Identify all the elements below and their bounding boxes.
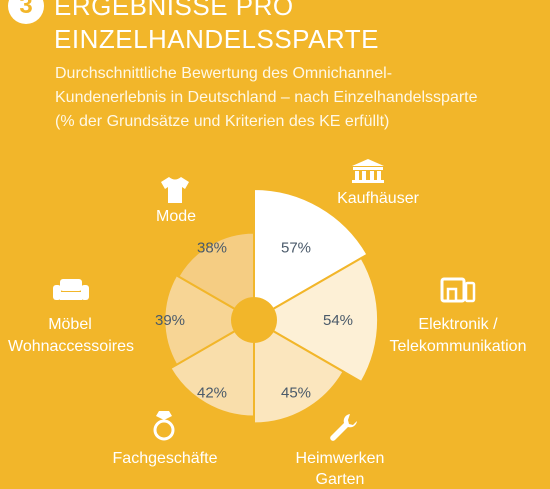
segment-4 — [163, 273, 237, 367]
building-icon — [352, 159, 384, 183]
label-elektronik-line2: Telekommunikation — [389, 338, 527, 355]
devices-icon — [440, 277, 476, 303]
subtitle-line1: Durchschnittliche Bewertung des Omnichan… — [55, 65, 393, 82]
ring-icon — [153, 411, 175, 441]
subtitle-line3: (% der Grundsätze und Kriterien des KE e… — [55, 113, 390, 130]
page-title-line1: ERGEBNISSE PRO — [54, 0, 294, 21]
segment-5 — [177, 231, 255, 311]
label-kaufhaeuser: Kaufhäuser — [337, 190, 419, 207]
label-moebel-line2: Wohnaccessoires — [8, 338, 134, 355]
wrench-icon — [330, 414, 357, 441]
label-heimwerken-line1: Heimwerken — [295, 450, 385, 467]
label-heimwerken-line2: Garten — [315, 471, 365, 488]
donut-hole — [232, 298, 276, 342]
value-label-1: 54% — [323, 312, 353, 329]
page-title-line2: EINZELHANDELSSPARTE — [54, 24, 379, 54]
sofa-icon — [53, 279, 89, 300]
label-elektronik-line1: Elektronik / — [418, 316, 498, 333]
value-label-4: 39% — [155, 312, 185, 329]
label-moebel-line1: Möbel — [48, 316, 92, 333]
section-number-badge: 3 — [8, 0, 44, 24]
value-label-0: 57% — [281, 239, 311, 256]
value-label-2: 45% — [281, 385, 311, 402]
label-fachgeschaefte: Fachgeschäfte — [112, 450, 218, 467]
value-label-5: 38% — [197, 239, 227, 256]
tshirt-icon — [161, 177, 189, 203]
value-label-3: 42% — [197, 385, 227, 402]
label-mode: Mode — [155, 208, 197, 225]
subtitle-line2: Kundenerlebnis in Deutschland – nach Ein… — [55, 89, 478, 106]
